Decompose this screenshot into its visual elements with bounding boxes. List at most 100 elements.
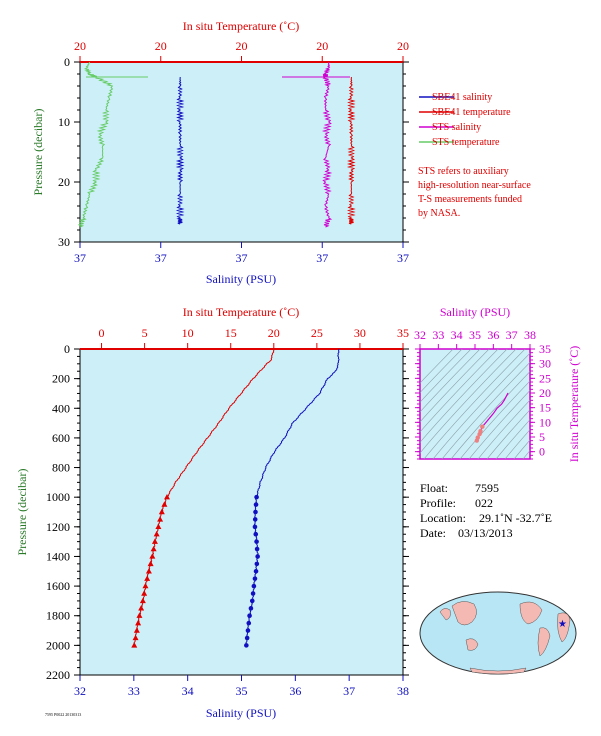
temperature-marker — [139, 597, 146, 604]
main-panel-series — [131, 348, 340, 648]
ts-temp-tick-label: 25 — [539, 371, 551, 385]
float-info: Float: 7595 Profile: 022 Location: 29.1˚… — [420, 481, 552, 540]
top-temp-tick-label: 20 — [397, 39, 409, 53]
date-label: Date: — [420, 526, 446, 540]
legend-label-sbe41-salinity: SBE41 salinity — [432, 92, 492, 103]
ts-temp-tick-label: 15 — [539, 401, 551, 415]
temperature-marker — [150, 545, 157, 552]
temperature-marker — [163, 493, 170, 500]
main-salinity-tick-label: 34 — [182, 684, 194, 698]
temperature-marker — [132, 634, 139, 641]
ts-deep-point — [475, 435, 480, 440]
ts-salinity-axis-title: Salinity (PSU) — [440, 305, 510, 319]
top-pressure-tick-label: 0 — [64, 55, 70, 69]
ts-deep-point — [478, 428, 483, 434]
salinity-marker — [252, 576, 258, 581]
temperature-marker — [151, 538, 158, 544]
main-pressure-tick-label: 1200 — [46, 520, 70, 534]
main-pressure-tick-label: 0 — [64, 342, 70, 356]
note-line-1: STS refers to auxiliary — [418, 166, 509, 177]
salinity-marker — [245, 628, 251, 633]
ts-contour-group — [420, 349, 530, 459]
ts-density-contour — [495, 419, 530, 459]
main-temp-tick-label: 30 — [354, 326, 366, 340]
ts-inset: Salinity (PSU) In situ Temperature (˚C) … — [414, 305, 581, 463]
main-temp-tick-label: 25 — [311, 326, 323, 340]
ts-salinity-tick-label: 34 — [451, 328, 463, 342]
footer-id: 7595 P0022 20130313 — [45, 712, 81, 717]
main-temp-tick-label: 0 — [99, 326, 105, 340]
ts-temp-tick-label: 5 — [539, 430, 545, 444]
ts-deep-point — [480, 424, 485, 429]
top-pressure-tick-label: 10 — [58, 115, 70, 129]
date-value: 03/13/2013 — [458, 526, 513, 540]
top-series-line — [78, 61, 114, 228]
main-temp-tick-label: 5 — [142, 326, 148, 340]
salinity-marker — [253, 509, 258, 515]
top-salinity-tick-label: 37 — [236, 251, 248, 265]
main-pressure-tick-label: 1600 — [46, 579, 70, 593]
main-salinity-tick-label: 33 — [128, 684, 140, 698]
top-salinity-tick-label: 37 — [155, 251, 167, 265]
main-pressure-tick-label: 600 — [52, 431, 70, 445]
top-series-line — [175, 76, 185, 225]
ts-temp-tick-label: 10 — [539, 415, 551, 429]
map-land-south-america — [537, 627, 551, 657]
ts-density-contour — [420, 349, 454, 384]
map-land-australia — [465, 638, 479, 651]
main-pressure-tick-label: 400 — [52, 401, 70, 415]
salinity-marker — [244, 643, 249, 648]
ts-density-contour — [441, 361, 530, 459]
ts-salinity-tick-label: 32 — [414, 328, 426, 342]
top-pressure-tick-label: 30 — [58, 235, 70, 249]
ts-density-contour — [420, 349, 508, 443]
main-pressure-tick-label: 1800 — [46, 609, 70, 623]
main-salinity-tick-label: 37 — [343, 684, 355, 698]
salinity-marker — [254, 561, 260, 567]
ts-density-contour — [468, 390, 530, 459]
main-pressure-tick-label: 2000 — [46, 638, 70, 652]
ts-temp-tick-label: 0 — [539, 445, 545, 459]
top-salinity-tick-label: 37 — [397, 251, 409, 265]
temperature-marker — [144, 575, 151, 581]
ts-density-contour — [477, 399, 530, 459]
location-value: 29.1˚N -32.7˚E — [479, 511, 552, 525]
ts-density-contour — [420, 349, 472, 403]
salinity-marker — [251, 583, 257, 589]
salinity-marker — [253, 531, 259, 537]
ts-density-contour — [513, 439, 530, 459]
top-panel-temp-axis-title: In situ Temperature (˚C) — [183, 19, 300, 33]
float-label: Float: — [420, 481, 448, 495]
profile-value: 022 — [475, 496, 493, 510]
main-pressure-tick-label: 200 — [52, 372, 70, 386]
temperature-marker — [149, 553, 156, 559]
map-land-africa — [557, 612, 571, 643]
legend-label-sts-temperature: STS temperature — [432, 137, 500, 148]
top-panel-pressure-axis-title: Pressure (decibar) — [31, 109, 45, 196]
ts-temp-tick-label: 20 — [539, 386, 551, 400]
ts-salinity-tick-label: 38 — [524, 328, 536, 342]
ts-temperature-axis-title: In situ Temperature (˚C) — [567, 346, 581, 463]
temperature-marker — [138, 605, 145, 611]
ts-salinity-tick-label: 35 — [469, 328, 481, 342]
main-salinity-tick-label: 35 — [236, 684, 248, 698]
top-series-line — [321, 61, 333, 228]
ts-density-contour — [420, 349, 499, 433]
ts-density-contours — [420, 349, 530, 459]
note-line-2: high-resolution near-surface — [418, 180, 531, 191]
temperature-marker — [161, 501, 168, 507]
main-panel-ticks: 0 5 10 15 20 25 30 35 32 33 34 35 36 37 38 0 200 400 600 80… — [46, 326, 409, 698]
temperature-marker — [157, 516, 164, 522]
ts-density-contour — [504, 429, 530, 459]
top-temp-tick-label: 20 — [316, 39, 328, 53]
temperature-marker — [158, 508, 165, 515]
temperature-marker — [131, 642, 138, 648]
top-panel-ticks: 20 20 20 20 20 37 37 37 37 37 0 10 20 30 — [58, 39, 409, 265]
temperature-marker — [145, 568, 152, 574]
temperature-marker — [133, 627, 140, 633]
salinity-marker — [253, 568, 259, 574]
temperature-marker — [135, 619, 142, 626]
top-temp-tick-label: 20 — [155, 39, 167, 53]
